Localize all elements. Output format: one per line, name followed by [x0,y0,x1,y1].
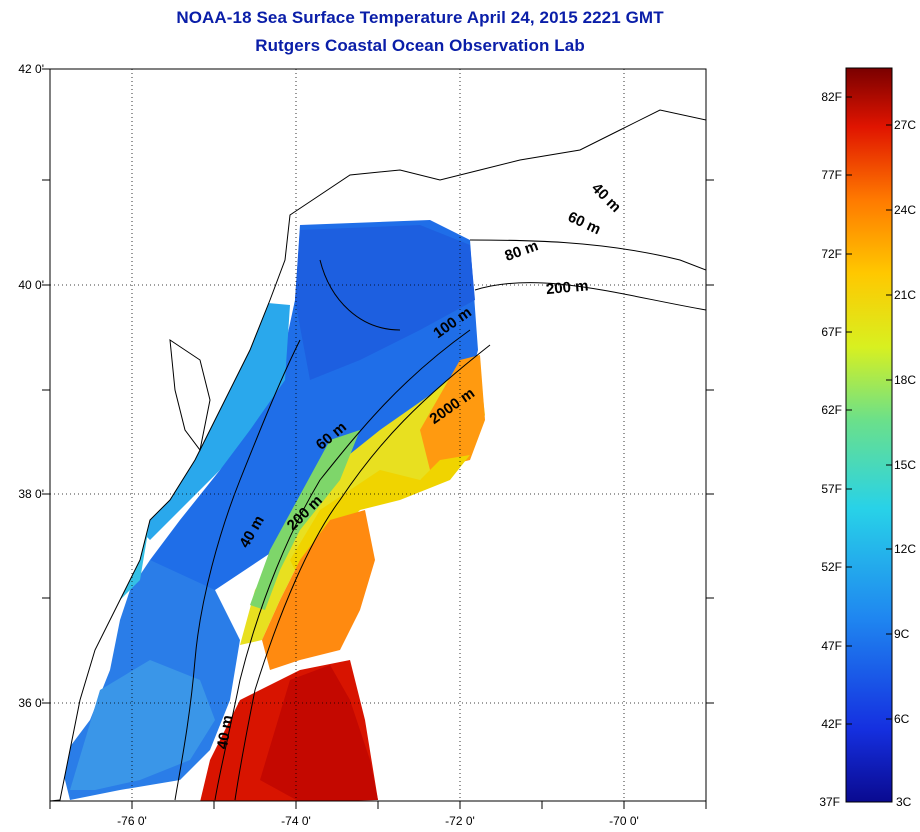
colorbar-label: 21C [894,288,916,302]
colorbar-label: 3C [896,795,912,809]
colorbar-label: 82F [821,90,842,104]
colorbar-label: 18C [894,373,916,387]
longitude-labels: -76 0' -74 0' -72 0' -70 0' [117,814,639,828]
lon-label: -70 0' [609,814,639,828]
colorbar-label: 57F [821,482,842,496]
colorbar-label: 47F [821,639,842,653]
lon-label: -74 0' [281,814,311,828]
colorbar-label: 67F [821,325,842,339]
colorbar [845,67,893,803]
contour-label: 40 m [214,714,237,751]
bathymetry-contours [174,239,706,801]
colorbar-label: 62F [821,403,842,417]
coastline [50,69,706,801]
colorbar-celsius-labels: 27C 24C 21C 18C 15C 12C 9C 6C 3C [894,118,916,809]
latitude-labels: 42 0' 40 0' 38 0' 36 0' [18,62,44,710]
lat-label: 42 0' [18,62,44,76]
contour-label: 60 m [565,208,603,238]
colorbar-label: 24C [894,203,916,217]
lon-label: -72 0' [445,814,475,828]
chart-title: NOAA-18 Sea Surface Temperature April 24… [176,8,664,27]
contour-label: 80 m [503,237,541,265]
colorbar-label: 37F [819,795,840,809]
colorbar-label: 9C [894,627,910,641]
colorbar-label: 27C [894,118,916,132]
lat-label: 40 0' [18,278,44,292]
colorbar-label: 72F [821,247,842,261]
colorbar-label: 12C [894,542,916,556]
lat-label: 38 0' [18,487,44,501]
contour-label: 200 m [545,277,589,298]
colorbar-label: 52F [821,560,842,574]
chart-subtitle: Rutgers Coastal Ocean Observation Lab [255,36,585,55]
colorbar-label: 15C [894,458,916,472]
colorbar-ticks [846,96,892,725]
colorbar-label: 42F [821,717,842,731]
colorbar-label: 77F [821,168,842,182]
lat-label: 36 0' [18,696,44,710]
colorbar-label: 6C [894,712,910,726]
lon-label: -76 0' [117,814,147,828]
contour-label: 40 m [588,180,624,216]
colorbar-fahrenheit-labels: 82F 77F 72F 67F 62F 57F 52F 47F 42F 37F [819,90,842,809]
gridlines [50,69,706,801]
axis-ticks [42,68,714,809]
